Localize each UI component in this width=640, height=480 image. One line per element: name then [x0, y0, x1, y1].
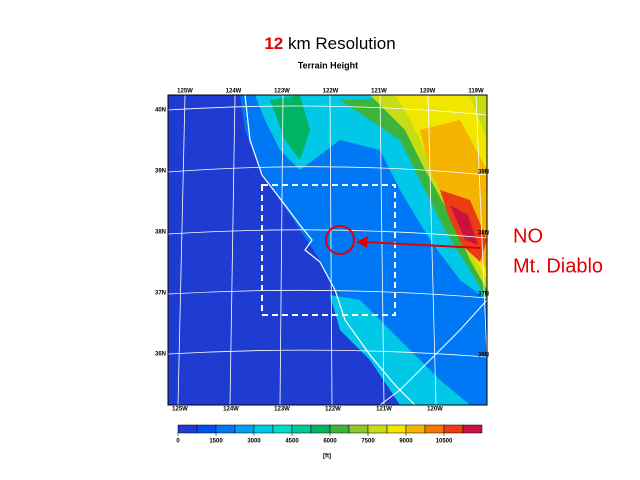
colorbar-label: 6000 [323, 439, 337, 445]
colorbar: 0 1500 3000 4500 6000 7500 9000 10500 [ft] [176, 424, 483, 460]
colorbar-label: 4500 [285, 439, 299, 445]
bottom-label: 124W [223, 407, 239, 413]
map-frame [167, 94, 488, 406]
top-label: 123W [274, 89, 290, 95]
bottom-label: 120W [427, 407, 443, 413]
right-label: 39N [478, 170, 489, 176]
colorbar-box [348, 424, 369, 434]
colorbar-box [462, 424, 483, 434]
colorbar-box [272, 424, 293, 434]
colorbar-label: 0 [176, 439, 180, 445]
colorbar-label: 7500 [361, 439, 375, 445]
colorbar-box [196, 424, 217, 434]
title: 12 km Resolution [264, 34, 395, 53]
arrow [363, 241, 481, 249]
top-label: 120W [420, 89, 436, 95]
left-label: 39N [155, 169, 166, 175]
colorbar-box [329, 424, 350, 434]
colorbar-label: 3000 [247, 439, 261, 445]
colorbar-label: 10500 [436, 439, 453, 445]
annotation-line2: Mt. Diablo [513, 255, 603, 277]
right-label: 38N [478, 231, 489, 237]
top-label: 121W [371, 89, 387, 95]
colorbar-box [177, 424, 198, 434]
top-label: 124W [226, 89, 242, 95]
highlight-circle [325, 225, 355, 255]
colorbar-box [424, 424, 445, 434]
left-label: 36N [155, 352, 166, 358]
bottom-label: 123W [274, 407, 290, 413]
colorbar-box [443, 424, 464, 434]
colorbar-box [234, 424, 255, 434]
top-label: 119W [468, 89, 484, 95]
top-label: 125W [177, 89, 193, 95]
colorbar-box [367, 424, 388, 434]
colorbar-box [253, 424, 274, 434]
inner-domain [261, 184, 396, 316]
annotation-line1: NO [513, 225, 543, 247]
top-label: 122W [323, 89, 339, 95]
left-label: 38N [155, 230, 166, 236]
left-label: 37N [155, 291, 166, 297]
colorbar-box [215, 424, 236, 434]
colorbar-unit: [ft] [323, 454, 331, 460]
colorbar-label: 1500 [209, 439, 223, 445]
arrow-head [356, 236, 368, 248]
bottom-label: 122W [325, 407, 341, 413]
colorbar-label: 9000 [399, 439, 413, 445]
colorbar-box [291, 424, 312, 434]
right-label: 36N [478, 353, 489, 359]
title-number: 12 [264, 34, 283, 53]
colorbar-box [405, 424, 426, 434]
axis-labels: 125W 124W 123W 122W 121W 120W 119W 125W 124W 123W… [155, 89, 489, 413]
bottom-label: 125W [172, 407, 188, 413]
colorbar-box [310, 424, 331, 434]
left-label: 40N [155, 108, 166, 114]
title-text: km Resolution [288, 34, 396, 53]
subtitle: Terrain Height [298, 60, 358, 70]
terrain-map [168, 95, 487, 405]
right-label: 37N [478, 292, 489, 298]
bottom-label: 121W [376, 407, 392, 413]
colorbar-box [386, 424, 407, 434]
